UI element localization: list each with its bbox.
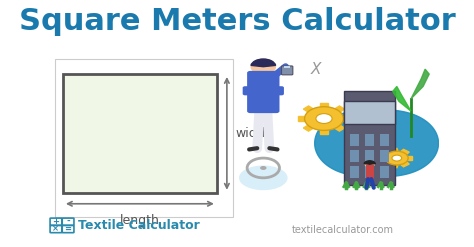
Bar xyxy=(344,101,395,124)
Polygon shape xyxy=(303,125,313,131)
Polygon shape xyxy=(303,106,313,112)
FancyBboxPatch shape xyxy=(62,218,74,225)
Bar xyxy=(284,66,290,68)
Polygon shape xyxy=(320,130,328,134)
Circle shape xyxy=(392,155,401,161)
Bar xyxy=(350,150,359,162)
Ellipse shape xyxy=(239,165,288,190)
Polygon shape xyxy=(393,86,411,111)
Bar xyxy=(344,91,395,185)
Bar xyxy=(55,59,233,217)
Bar xyxy=(380,134,389,146)
Polygon shape xyxy=(315,110,438,177)
FancyBboxPatch shape xyxy=(282,66,293,75)
Polygon shape xyxy=(390,148,398,152)
Circle shape xyxy=(251,59,275,74)
Text: =: = xyxy=(64,225,72,234)
Polygon shape xyxy=(382,152,388,157)
Circle shape xyxy=(316,114,332,124)
Bar xyxy=(365,134,374,146)
Polygon shape xyxy=(401,162,409,167)
Text: +: + xyxy=(53,217,59,226)
Text: Textile Calculator: Textile Calculator xyxy=(78,219,200,232)
Bar xyxy=(63,74,217,193)
Polygon shape xyxy=(335,106,345,112)
Text: textilecalculator.com: textilecalculator.com xyxy=(292,225,393,235)
Circle shape xyxy=(365,161,375,167)
Polygon shape xyxy=(401,149,409,154)
Polygon shape xyxy=(390,164,398,168)
Wedge shape xyxy=(364,161,375,164)
Text: length: length xyxy=(120,214,160,227)
Bar xyxy=(350,166,359,178)
Polygon shape xyxy=(408,156,412,160)
FancyBboxPatch shape xyxy=(247,71,280,113)
Bar xyxy=(350,134,359,146)
Bar xyxy=(365,166,374,178)
Polygon shape xyxy=(382,159,388,164)
Circle shape xyxy=(385,151,408,165)
Bar xyxy=(365,165,374,179)
Bar xyxy=(380,150,389,162)
Bar xyxy=(365,150,374,162)
Circle shape xyxy=(260,166,266,170)
FancyBboxPatch shape xyxy=(243,86,284,95)
FancyBboxPatch shape xyxy=(50,226,62,233)
Polygon shape xyxy=(411,69,429,99)
Text: -: - xyxy=(66,217,70,226)
Text: ×: × xyxy=(53,225,59,234)
Circle shape xyxy=(305,107,343,130)
Bar xyxy=(380,166,389,178)
Polygon shape xyxy=(343,116,349,121)
Polygon shape xyxy=(335,125,345,131)
Text: Square Meters Calculator: Square Meters Calculator xyxy=(18,7,456,36)
Text: width: width xyxy=(235,127,270,140)
Polygon shape xyxy=(299,116,305,121)
FancyBboxPatch shape xyxy=(62,226,74,233)
Polygon shape xyxy=(320,103,328,107)
Wedge shape xyxy=(251,59,276,67)
Text: X: X xyxy=(310,62,321,77)
FancyBboxPatch shape xyxy=(50,218,62,225)
